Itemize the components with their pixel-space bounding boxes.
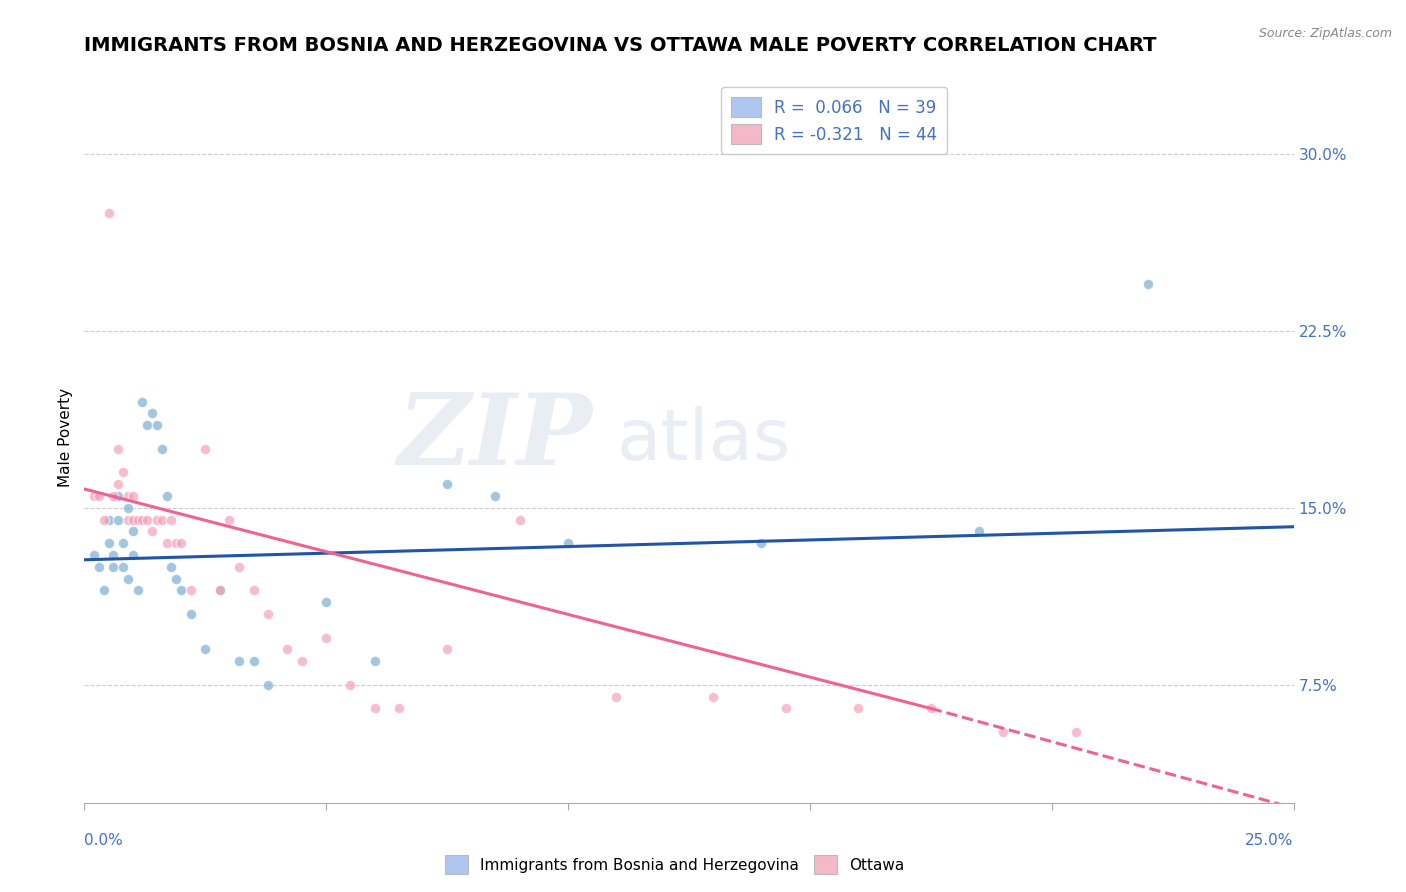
Point <box>127 513 149 527</box>
Point <box>146 513 169 527</box>
Point <box>150 442 173 456</box>
Point <box>257 607 280 621</box>
Point <box>228 559 250 574</box>
Point <box>97 513 120 527</box>
Point <box>83 489 105 503</box>
Text: 25.0%: 25.0% <box>1246 833 1294 848</box>
Point <box>107 442 129 456</box>
Point <box>436 642 458 657</box>
Point <box>180 607 202 621</box>
Legend: Immigrants from Bosnia and Herzegovina, Ottawa: Immigrants from Bosnia and Herzegovina, … <box>439 849 911 880</box>
Point <box>112 536 135 550</box>
Point <box>146 418 169 433</box>
Point <box>170 583 193 598</box>
Point <box>1064 725 1087 739</box>
Point <box>97 206 120 220</box>
Point <box>993 725 1015 739</box>
Point <box>208 583 231 598</box>
Point <box>103 489 125 503</box>
Point <box>208 583 231 598</box>
Y-axis label: Male Poverty: Male Poverty <box>58 387 73 487</box>
Point <box>751 536 773 550</box>
Point <box>557 536 579 550</box>
Point <box>920 701 942 715</box>
Point <box>141 407 163 421</box>
Point <box>107 513 129 527</box>
Point <box>436 477 458 491</box>
Point <box>775 701 797 715</box>
Point <box>363 654 385 668</box>
Point <box>117 513 139 527</box>
Point <box>155 536 177 550</box>
Point <box>160 513 183 527</box>
Point <box>388 701 411 715</box>
Point <box>112 466 135 480</box>
Point <box>103 548 125 562</box>
Point <box>121 524 143 539</box>
Point <box>121 513 143 527</box>
Text: ZIP: ZIP <box>398 389 592 485</box>
Point <box>131 394 153 409</box>
Point <box>121 489 143 503</box>
Text: Source: ZipAtlas.com: Source: ZipAtlas.com <box>1258 27 1392 40</box>
Point <box>117 489 139 503</box>
Point <box>194 442 217 456</box>
Point <box>276 642 298 657</box>
Text: 0.0%: 0.0% <box>84 833 124 848</box>
Point <box>160 559 183 574</box>
Text: IMMIGRANTS FROM BOSNIA AND HERZEGOVINA VS OTTAWA MALE POVERTY CORRELATION CHART: IMMIGRANTS FROM BOSNIA AND HERZEGOVINA V… <box>84 36 1157 54</box>
Point <box>484 489 506 503</box>
Point <box>103 559 125 574</box>
Point <box>87 559 110 574</box>
Point <box>112 559 135 574</box>
Point <box>107 489 129 503</box>
Point <box>218 513 240 527</box>
Point <box>83 548 105 562</box>
Point <box>165 536 187 550</box>
Point <box>1137 277 1160 291</box>
Point <box>141 524 163 539</box>
Point <box>194 642 217 657</box>
Point <box>967 524 990 539</box>
Point <box>315 631 337 645</box>
Point <box>93 513 115 527</box>
Point <box>93 583 115 598</box>
Point <box>150 513 173 527</box>
Point <box>117 572 139 586</box>
Point <box>180 583 202 598</box>
Point <box>136 418 159 433</box>
Point <box>127 583 149 598</box>
Point <box>605 690 627 704</box>
Point <box>315 595 337 609</box>
Point <box>155 489 177 503</box>
Point <box>291 654 314 668</box>
Point <box>165 572 187 586</box>
Point <box>131 513 153 527</box>
Point <box>117 500 139 515</box>
Point <box>509 513 531 527</box>
Point <box>257 678 280 692</box>
Point <box>107 477 129 491</box>
Point <box>702 690 724 704</box>
Point <box>242 583 264 598</box>
Point <box>136 513 159 527</box>
Legend: R =  0.066   N = 39, R = -0.321   N = 44: R = 0.066 N = 39, R = -0.321 N = 44 <box>721 87 948 154</box>
Point <box>339 678 361 692</box>
Point <box>87 489 110 503</box>
Point <box>121 548 143 562</box>
Point <box>170 536 193 550</box>
Text: atlas: atlas <box>616 406 790 475</box>
Point <box>97 536 120 550</box>
Point <box>242 654 264 668</box>
Point <box>228 654 250 668</box>
Point <box>363 701 385 715</box>
Point <box>846 701 869 715</box>
